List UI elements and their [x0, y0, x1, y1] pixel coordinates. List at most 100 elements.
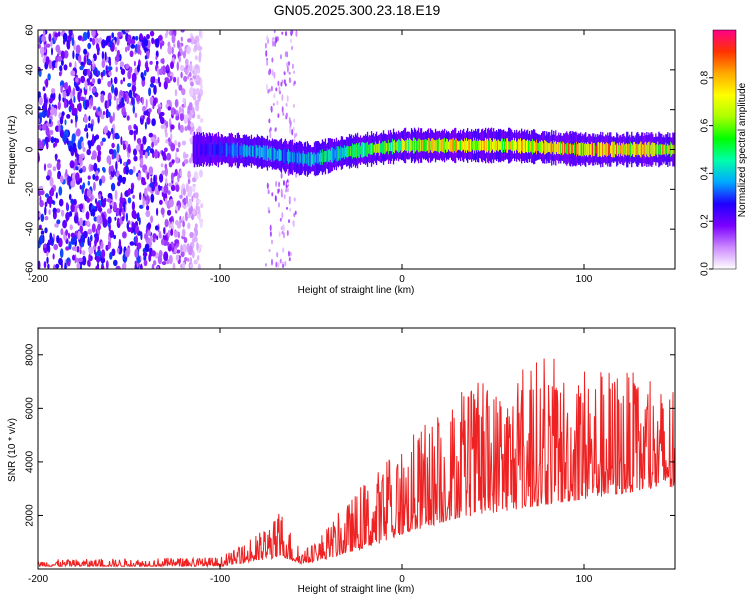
noise-cell	[137, 242, 142, 250]
noise-cell	[160, 163, 164, 168]
ridge-core	[475, 137, 477, 154]
noise-cell	[280, 188, 283, 196]
noise-cell	[52, 166, 57, 172]
noise-cell	[71, 37, 75, 46]
ridge-core	[366, 141, 369, 158]
noise-cell	[76, 262, 81, 269]
noise-cell	[179, 124, 184, 133]
noise-cell	[286, 182, 289, 186]
noise-cell	[46, 110, 50, 117]
noise-cell	[120, 136, 123, 146]
noise-cell	[73, 96, 76, 103]
noise-cell	[188, 102, 193, 111]
noise-cell	[146, 34, 150, 40]
noise-cell	[144, 187, 148, 197]
noise-cell	[163, 251, 169, 262]
noise-cell	[87, 42, 92, 50]
noise-cell	[125, 63, 130, 70]
noise-cell	[129, 50, 134, 58]
noise-cell	[56, 219, 61, 225]
ridge-core	[538, 143, 540, 151]
noise-cell	[74, 158, 78, 167]
ridge-core	[195, 145, 197, 154]
ridge-core	[631, 143, 633, 156]
noise-cell	[133, 212, 137, 220]
ridge-core	[628, 143, 630, 156]
noise-cell	[52, 207, 57, 214]
noise-cell	[113, 95, 117, 101]
noise-cell	[122, 143, 126, 151]
noise-cell	[169, 217, 173, 222]
ridge-core	[535, 142, 537, 152]
ridge-core	[618, 145, 620, 154]
ridge-core	[587, 142, 589, 157]
noise-cell	[127, 70, 132, 80]
ridge-core	[496, 140, 498, 151]
noise-cell	[85, 99, 90, 108]
noise-cell	[85, 211, 90, 220]
noise-cell	[106, 155, 112, 164]
noise-cell	[145, 98, 148, 109]
snr-ticks: -200 -100 0 100 2000 4000 6000 8000	[25, 328, 675, 585]
noise-cell	[180, 186, 183, 197]
noise-cell	[97, 223, 101, 231]
noise-cell	[275, 261, 278, 268]
noise-cell	[125, 46, 128, 53]
noise-cell	[118, 238, 122, 249]
ridge-core	[378, 140, 381, 156]
noise-cell	[87, 122, 91, 129]
noise-cell	[150, 76, 155, 84]
noise-cell	[107, 239, 111, 250]
ridge-core	[482, 140, 484, 151]
noise-cell	[175, 254, 180, 261]
noise-cell	[68, 30, 72, 35]
ridge-core	[653, 143, 655, 156]
noise-cell	[187, 74, 190, 80]
y-tick-label: 40	[25, 64, 36, 76]
noise-cell	[182, 229, 186, 238]
noise-cell	[289, 78, 292, 83]
ridge-core	[427, 137, 430, 154]
noise-cell	[175, 156, 180, 164]
noise-cell	[166, 64, 170, 71]
noise-cell	[145, 210, 151, 218]
noise-cell	[127, 143, 131, 154]
ridge-core	[347, 146, 350, 157]
noise-cell	[111, 32, 115, 39]
noise-cell	[60, 50, 65, 60]
noise-cell	[167, 209, 172, 216]
noise-cell	[161, 187, 164, 193]
ridge-core	[435, 139, 438, 152]
noise-cell	[122, 263, 126, 269]
ridge-core	[465, 140, 467, 151]
ridge-core	[610, 145, 612, 154]
ridge-core	[463, 141, 465, 150]
noise-cell	[72, 142, 77, 153]
ridge-core	[367, 144, 370, 154]
ridge-core	[276, 150, 279, 159]
noise-cell	[191, 195, 194, 202]
ridge-core	[374, 141, 377, 156]
noise-cell	[65, 212, 70, 221]
ridge-core	[579, 143, 581, 156]
ridge-core	[418, 138, 421, 153]
noise-cell	[281, 94, 284, 102]
noise-cell	[116, 170, 120, 177]
noise-cell	[171, 221, 174, 230]
noise-cell	[38, 224, 42, 230]
noise-cell	[126, 222, 129, 230]
ridge-core	[492, 141, 494, 150]
noise-cell	[50, 106, 55, 116]
ridge-core	[305, 154, 308, 164]
ridge-core	[394, 142, 397, 151]
noise-cell	[95, 43, 100, 50]
ridge-core	[205, 144, 207, 155]
noise-cell	[119, 61, 125, 68]
noise-cell	[107, 92, 112, 102]
ridge-core	[576, 141, 578, 157]
ridge-core	[372, 144, 375, 153]
noise-cell	[71, 133, 76, 143]
ridge-core	[506, 138, 508, 153]
noise-cell	[46, 242, 49, 252]
